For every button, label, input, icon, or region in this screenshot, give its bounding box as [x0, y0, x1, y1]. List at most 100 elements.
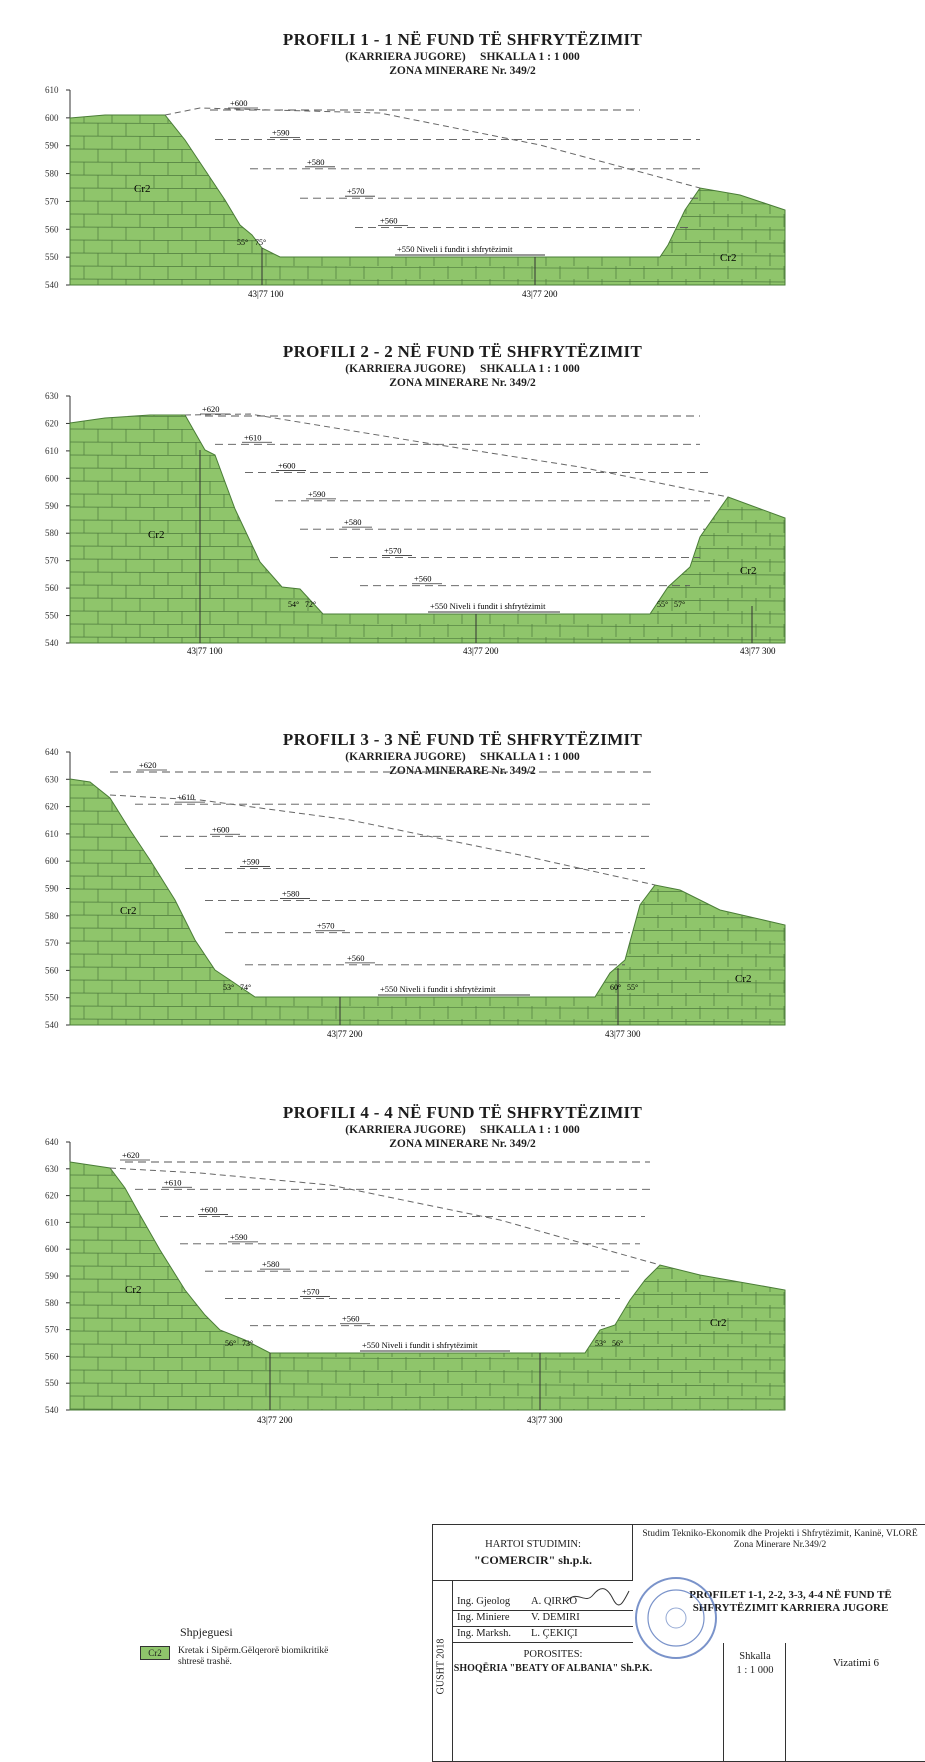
- date-strip: GUSHT 2018: [433, 1581, 453, 1761]
- rock-label: Cr2: [120, 905, 137, 917]
- role-name: A. QIRKO: [531, 1596, 578, 1607]
- bench-label: +590: [230, 1232, 248, 1242]
- original-surface-line: [109, 794, 656, 886]
- rock-label: Cr2: [720, 252, 737, 264]
- legend-description: Kretak i Sipërm.Gëlqerorë biomikritikë s…: [178, 1646, 329, 1667]
- bottom-level-label: +550 Niveli i fundit i shfrytëzimit: [430, 601, 546, 611]
- y-tick-label: 610: [45, 446, 59, 456]
- angle-label: 54°: [288, 600, 299, 609]
- bench-label: +590: [308, 489, 326, 499]
- bench-label: +580: [344, 517, 362, 527]
- bench-label: +620: [202, 404, 220, 414]
- y-tick-label: 630: [45, 774, 59, 784]
- y-tick-label: 590: [45, 884, 59, 894]
- client-label: POROSITES:: [523, 1649, 583, 1660]
- y-tick-label: 600: [45, 856, 59, 866]
- company-stamp: [635, 1577, 717, 1659]
- angle-label: 53°: [595, 1339, 606, 1348]
- zone-label: ZONA MINERARE Nr. 349/2: [389, 1138, 536, 1150]
- role-row: Ing. Gjeolog A. QIRKO: [453, 1595, 633, 1611]
- zone-label: ZONA MINERARE Nr. 349/2: [389, 377, 536, 389]
- rock-label: Cr2: [134, 183, 151, 195]
- angle-label: 53°: [223, 983, 234, 992]
- angle-label: 72°: [305, 600, 316, 609]
- company-name: "COMERCIR" sh.p.k.: [473, 1553, 592, 1567]
- drawing-title: PROFILET 1-1, 2-2, 3-3, 4-4 NË FUND TË S…: [689, 1589, 892, 1614]
- y-tick-label: 580: [45, 911, 59, 921]
- title-block: HARTOI STUDIMIN: "COMERCIR" sh.p.k. Stud…: [432, 1524, 925, 1762]
- x-label: 43|77 300: [605, 1029, 641, 1039]
- bench-label: +600: [212, 824, 230, 834]
- y-tick-label: 620: [45, 802, 59, 812]
- y-tick-label: 560: [45, 583, 59, 593]
- drawing-title-cell: PROFILET 1-1, 2-2, 3-3, 4-4 NË FUND TË S…: [633, 1581, 925, 1669]
- profile-subtitle: (KARRIERA JUGORE) SHKALLA 1 : 1 000: [345, 1124, 580, 1136]
- rock-label: Cr2: [148, 529, 165, 541]
- rock-label: Cr2: [735, 973, 752, 985]
- scale-value: 1 : 1 000: [736, 1665, 774, 1676]
- bench-label: +580: [262, 1259, 280, 1269]
- bench-label: +560: [414, 574, 432, 584]
- bench-label: +620: [122, 1150, 140, 1160]
- scale-label: Shkalla: [739, 1651, 771, 1662]
- bench-lines: +620 +610 +600 +590 +580 +570 +560: [110, 760, 655, 966]
- y-tick-label: 540: [45, 280, 59, 290]
- bench-label: +610: [177, 792, 195, 802]
- angle-label: 56°: [225, 1339, 236, 1348]
- rock-mass-left: [69, 114, 786, 286]
- rock-label: Cr2: [125, 1284, 142, 1296]
- profile-title: PROFILI 2 - 2 NË FUND TË SHFRYTËZIMIT: [282, 342, 643, 361]
- bench-label: +600: [278, 461, 296, 471]
- scale-cell: Shkalla 1 : 1 000: [723, 1643, 785, 1761]
- y-tick-label: 570: [45, 196, 59, 206]
- zone-label: ZONA MINERARE Nr. 349/2: [389, 65, 536, 77]
- legend: Shpjeguesi Cr2 Kretak i Sipërm.Gëlqerorë…: [140, 1625, 390, 1668]
- bench-label: +570: [302, 1286, 320, 1296]
- y-tick-label: 590: [45, 501, 59, 511]
- rock-label: Cr2: [740, 565, 757, 577]
- y-tick-label: 600: [45, 1244, 59, 1254]
- y-tick-label: 640: [45, 1137, 59, 1147]
- y-axis: 610 600 590 580 570 560 550 540: [45, 85, 71, 290]
- bench-label: +580: [307, 157, 325, 167]
- rock-mass-left: [69, 778, 786, 1026]
- angle-label: 55°: [237, 238, 248, 247]
- y-tick-label: 610: [45, 85, 59, 95]
- angle-label: 55°: [657, 600, 668, 609]
- role-title: Ing. Marksh.: [457, 1628, 511, 1639]
- angle-label: 73°: [242, 1339, 253, 1348]
- original-surface-line: [164, 107, 701, 189]
- legend-header: Shpjeguesi: [180, 1625, 233, 1639]
- y-axis: 630 620 610 600 590 580 570 560 550 540: [45, 391, 71, 648]
- y-tick-label: 540: [45, 1020, 59, 1030]
- rock-mass-left: [69, 1161, 786, 1411]
- angle-label: 56°: [612, 1339, 623, 1348]
- bench-label: +590: [242, 856, 260, 866]
- y-tick-label: 580: [45, 1298, 59, 1308]
- y-tick-label: 590: [45, 141, 59, 151]
- angle-label: 60°: [610, 983, 621, 992]
- y-tick-label: 570: [45, 938, 59, 948]
- profile-subtitle: (KARRIERA JUGORE) SHKALLA 1 : 1 000: [345, 363, 580, 375]
- x-label: 43|77 100: [187, 646, 223, 656]
- y-tick-label: 600: [45, 113, 59, 123]
- profile-1-section: 610 600 590 580 570 560 550 540 +600 +590 +580 +57…: [45, 85, 786, 299]
- profile-title: PROFILI 3 - 3 NË FUND TË SHFRYTËZIMIT: [282, 730, 643, 749]
- bench-label: +620: [139, 760, 157, 770]
- y-tick-label: 580: [45, 528, 59, 538]
- company-cell: HARTOI STUDIMIN: "COMERCIR" sh.p.k.: [433, 1525, 633, 1581]
- bench-lines: +620 +610 +600 +590 +580 +570 +560: [120, 1150, 650, 1327]
- y-tick-label: 610: [45, 829, 59, 839]
- angle-label: 75°: [255, 238, 266, 247]
- bottom-level-label: +550 Niveli i fundit i shfrytëzimit: [362, 1340, 478, 1350]
- x-label: 43|77 300: [740, 646, 776, 656]
- y-tick-label: 560: [45, 1351, 59, 1361]
- rock-label: Cr2: [710, 1317, 727, 1329]
- role-title: Ing. Miniere: [457, 1612, 510, 1623]
- bench-label: +570: [317, 921, 335, 931]
- y-tick-label: 560: [45, 965, 59, 975]
- x-label: 43|77 300: [527, 1415, 563, 1425]
- y-axis: 640 630 620 610 600 590 580 570 560 550 540: [45, 747, 71, 1030]
